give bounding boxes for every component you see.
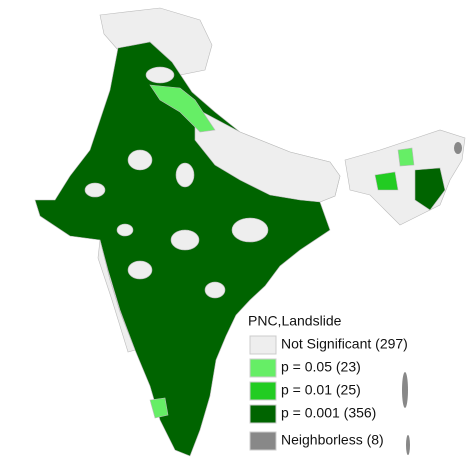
legend-label: p = 0.01 (25) bbox=[281, 382, 361, 398]
legend-title: PNC,Landslide bbox=[248, 313, 342, 329]
northern-plains bbox=[194, 107, 341, 203]
patch bbox=[231, 217, 269, 243]
south-light bbox=[149, 397, 169, 419]
neighborless bbox=[454, 142, 462, 154]
northeast-light bbox=[397, 147, 415, 167]
patch bbox=[145, 66, 175, 84]
patch bbox=[170, 229, 200, 251]
legend-swatch bbox=[249, 431, 277, 451]
western-coast bbox=[97, 239, 136, 353]
islands bbox=[402, 372, 408, 408]
patch bbox=[127, 149, 153, 171]
legend-label: p = 0.05 (23) bbox=[281, 359, 361, 375]
northeast-mid bbox=[374, 171, 399, 191]
legend: Not Significant (297) p = 0.05 (23) p = 0.… bbox=[249, 335, 408, 451]
patch bbox=[127, 260, 153, 280]
islands bbox=[406, 435, 410, 455]
legend-swatch bbox=[249, 358, 277, 378]
patch bbox=[204, 281, 226, 299]
legend-swatch bbox=[249, 335, 277, 355]
legend-label: Neighborless (8) bbox=[281, 432, 384, 448]
kashmir-region bbox=[99, 7, 213, 76]
legend-label: p = 0.001 (356) bbox=[281, 405, 376, 421]
north-light bbox=[149, 84, 216, 133]
patch bbox=[84, 182, 106, 198]
map-regions bbox=[34, 7, 466, 457]
legend-swatch bbox=[249, 381, 277, 401]
patch bbox=[175, 162, 195, 188]
legend-swatch bbox=[249, 404, 277, 424]
northeast bbox=[344, 129, 466, 226]
northeast-green bbox=[414, 167, 446, 211]
patch bbox=[116, 223, 134, 237]
legend-label: Not Significant (297) bbox=[281, 336, 408, 352]
